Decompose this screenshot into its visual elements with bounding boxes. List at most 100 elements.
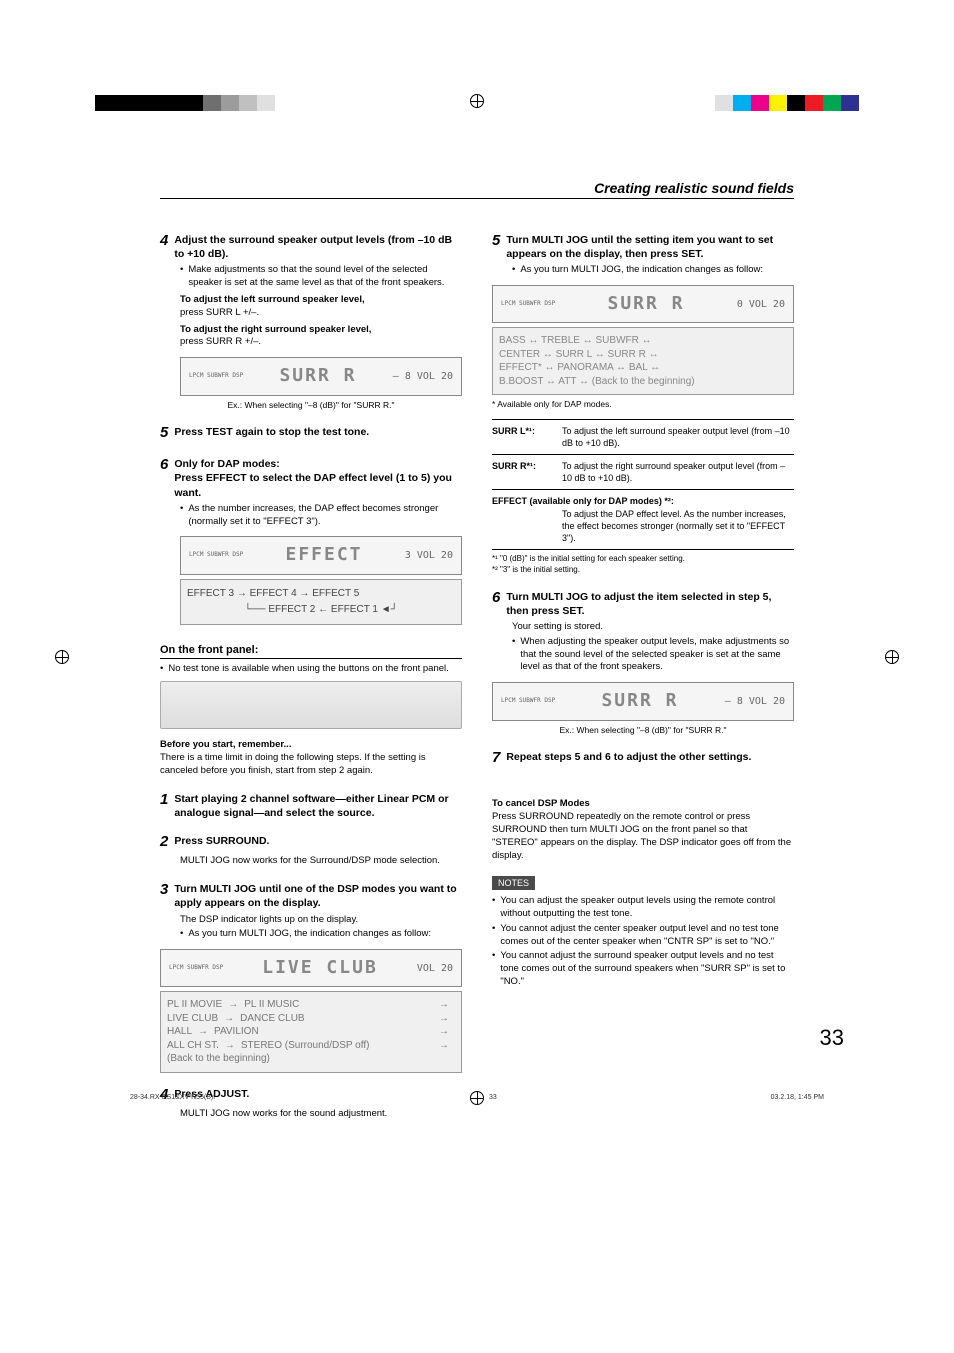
lcd-main-r6: SURR R (601, 689, 678, 713)
step-6-bullet-text: As the number increases, the DAP effect … (188, 503, 462, 529)
p1-title: Start playing 2 channel software—either … (174, 790, 462, 820)
r6-caption: Ex.: When selecting "–8 (dB)" for "SURR … (492, 725, 794, 736)
panel-heading: On the front panel: (160, 643, 462, 659)
table-v3: To adjust the DAP effect level. As the n… (492, 508, 794, 544)
table-row-effect: EFFECT (available only for DAP modes) *²… (492, 490, 794, 550)
p3-head: 3 Turn MULTI JOG until one of the DSP mo… (160, 880, 462, 910)
lcd-indicators-r5: LPCM SUBWFR DSP (501, 300, 555, 308)
p2-body: MULTI JOG now works for the Surround/DSP… (180, 855, 462, 868)
step-4-l2: press SURR L +/–. (180, 307, 462, 320)
r6-bullet-text: When adjusting the speaker output levels… (520, 636, 794, 674)
table-v2: To adjust the right surround speaker out… (562, 460, 794, 484)
footer-right: 03.2.18, 1:45 PM (771, 1094, 824, 1101)
r5-r4: B.BOOST ↔ ATT ↔ (Back to the beginning) (499, 375, 787, 389)
r6-title: Turn MULTI JOG to adjust the item select… (506, 588, 794, 618)
p3-r4: ALL CH ST.→STEREO (Surround/DSP off)→ (167, 1039, 455, 1053)
p3-title: Turn MULTI JOG until one of the DSP mode… (174, 880, 462, 910)
note-2: •You cannot adjust the center speaker ou… (492, 923, 794, 949)
lcd-main-p3: LIVE CLUB (262, 956, 378, 980)
cancel-head: To cancel DSP Modes (492, 798, 794, 811)
step-4-title: Adjust the surround speaker output level… (174, 231, 462, 261)
step-4-body: •Make adjustments so that the sound leve… (180, 264, 462, 349)
r5-bullet-text: As you turn MULTI JOG, the indication ch… (520, 264, 763, 277)
registration-mark-left (55, 650, 69, 664)
r7-title: Repeat steps 5 and 6 to adjust the other… (506, 748, 751, 764)
chain-line1: EFFECT 3 → EFFECT 4 → EFFECT 5 (187, 586, 455, 602)
lcd-vol-r5: 0 VOL 20 (737, 298, 785, 312)
footer-left: 28-34.RX-ES1&XV-N55(B)f (130, 1094, 215, 1101)
p1-num: 1 (160, 790, 168, 810)
lcd-vol: – 8 VOL 20 (393, 370, 453, 384)
step-5-num: 5 (160, 423, 168, 443)
step-4-caption: Ex.: When selecting "–8 (dB)" for "SURR … (160, 400, 462, 411)
lcd-indicators-p3: LPCM SUBWFR DSP (169, 964, 223, 972)
p3-r1: PL II MOVIE→PL II MUSIC→ (167, 998, 455, 1012)
front-panel-image (160, 681, 462, 729)
step-4-l3: To adjust the right surround speaker lev… (180, 324, 462, 337)
step-4-head: 4 Adjust the surround speaker output lev… (160, 231, 462, 261)
p3-body: The DSP indicator lights up on the displ… (180, 914, 462, 942)
r5-note: * Available only for DAP modes. (492, 399, 794, 410)
table-k2: SURR R*¹: (492, 460, 562, 484)
p4-body: MULTI JOG now works for the sound adjust… (180, 1108, 462, 1121)
lcd-vol-r6: – 8 VOL 20 (725, 695, 785, 709)
note-3: •You cannot adjust the surround speaker … (492, 950, 794, 988)
p1-head: 1 Start playing 2 channel software—eithe… (160, 790, 462, 820)
step-6-line1: Only for DAP modes: (174, 458, 279, 470)
p2-head: 2 Press SURROUND. (160, 832, 462, 852)
colorbar-right (715, 95, 859, 111)
r6-head: 6 Turn MULTI JOG to adjust the item sele… (492, 588, 794, 618)
lcd-indicators-6: LPCM SUBWFR DSP (189, 551, 243, 559)
p2-title: Press SURROUND. (174, 832, 269, 848)
panel-note-text: No test tone is available when using the… (168, 663, 448, 676)
r5-r1: BASS ↔ TREBLE ↔ SUBWFR ↔ (499, 334, 787, 348)
p3-cycle: PL II MOVIE→PL II MUSIC→ LIVE CLUB→DANCE… (160, 991, 462, 1073)
table-row-surrl: SURR L*¹: To adjust the left surround sp… (492, 419, 794, 455)
r5-r3: EFFECT* ↔ PANORAMA ↔ BAL ↔ (499, 361, 787, 375)
r7-head: 7 Repeat steps 5 and 6 to adjust the oth… (492, 748, 794, 768)
page-number: 33 (820, 1025, 844, 1051)
p2-num: 2 (160, 832, 168, 852)
panel-note: •No test tone is available when using th… (160, 663, 462, 676)
r5-bullet: •As you turn MULTI JOG, the indication c… (512, 264, 794, 277)
step-5-title: Press TEST again to stop the test tone. (174, 423, 369, 439)
r5-title: Turn MULTI JOG until the setting item yo… (506, 231, 794, 261)
table-v1: To adjust the left surround speaker outp… (562, 425, 794, 449)
r6-body: Your setting is stored. •When adjusting … (512, 621, 794, 674)
lcd-main-6: EFFECT (285, 543, 362, 567)
r7-num: 7 (492, 748, 500, 768)
page: Creating realistic sound fields 4 Adjust… (0, 0, 954, 1161)
p3-b2-text: As you turn MULTI JOG, the indication ch… (188, 928, 431, 941)
r5-num: 5 (492, 231, 500, 251)
p3-lcd: LPCM SUBWFR DSP LIVE CLUB VOL 20 (160, 949, 462, 987)
r5-lcd: LPCM SUBWFR DSP SURR R 0 VOL 20 (492, 285, 794, 323)
r5-head: 5 Turn MULTI JOG until the setting item … (492, 231, 794, 261)
table-k3: EFFECT (available only for DAP modes) *²… (492, 495, 794, 507)
step-4-l1: To adjust the left surround speaker leve… (180, 294, 462, 307)
registration-mark-right (885, 650, 899, 664)
r6-num: 6 (492, 588, 500, 608)
step-4-lcd: LPCM SUBWFR DSP SURR R – 8 VOL 20 (180, 357, 462, 395)
lcd-vol-6: 3 VOL 20 (405, 549, 453, 563)
r6-lcd: LPCM SUBWFR DSP SURR R – 8 VOL 20 (492, 682, 794, 720)
footnote-2: *² "3" is the initial setting. (492, 565, 794, 576)
settings-table: SURR L*¹: To adjust the left surround sp… (492, 419, 794, 550)
note-2-text: You cannot adjust the center speaker out… (500, 923, 794, 949)
notes-badge: NOTES (492, 876, 535, 890)
note-1-text: You can adjust the speaker output levels… (500, 895, 794, 921)
step-6-bullet: •As the number increases, the DAP effect… (180, 503, 462, 529)
r5-body: •As you turn MULTI JOG, the indication c… (512, 264, 794, 277)
r5-r2: CENTER ↔ SURR L ↔ SURR R ↔ (499, 348, 787, 362)
step-4-bullet-text: Make adjustments so that the sound level… (188, 264, 462, 290)
p3-num: 3 (160, 880, 168, 900)
table-row-surrr: SURR R*¹: To adjust the right surround s… (492, 455, 794, 490)
p3-r3: HALL→PAVILION→ (167, 1025, 455, 1039)
note-1: •You can adjust the speaker output level… (492, 895, 794, 921)
step-4-bullet: •Make adjustments so that the sound leve… (180, 264, 462, 290)
before-head: Before you start, remember... (160, 739, 462, 752)
footer-mid: 33 (489, 1094, 497, 1101)
cancel-body: Press SURROUND repeatedly on the remote … (492, 811, 794, 862)
p3-b1: The DSP indicator lights up on the displ… (180, 914, 462, 927)
lcd-indicators: LPCM SUBWFR DSP (189, 372, 243, 380)
left-column: 4 Adjust the surround speaker output lev… (160, 219, 462, 1121)
